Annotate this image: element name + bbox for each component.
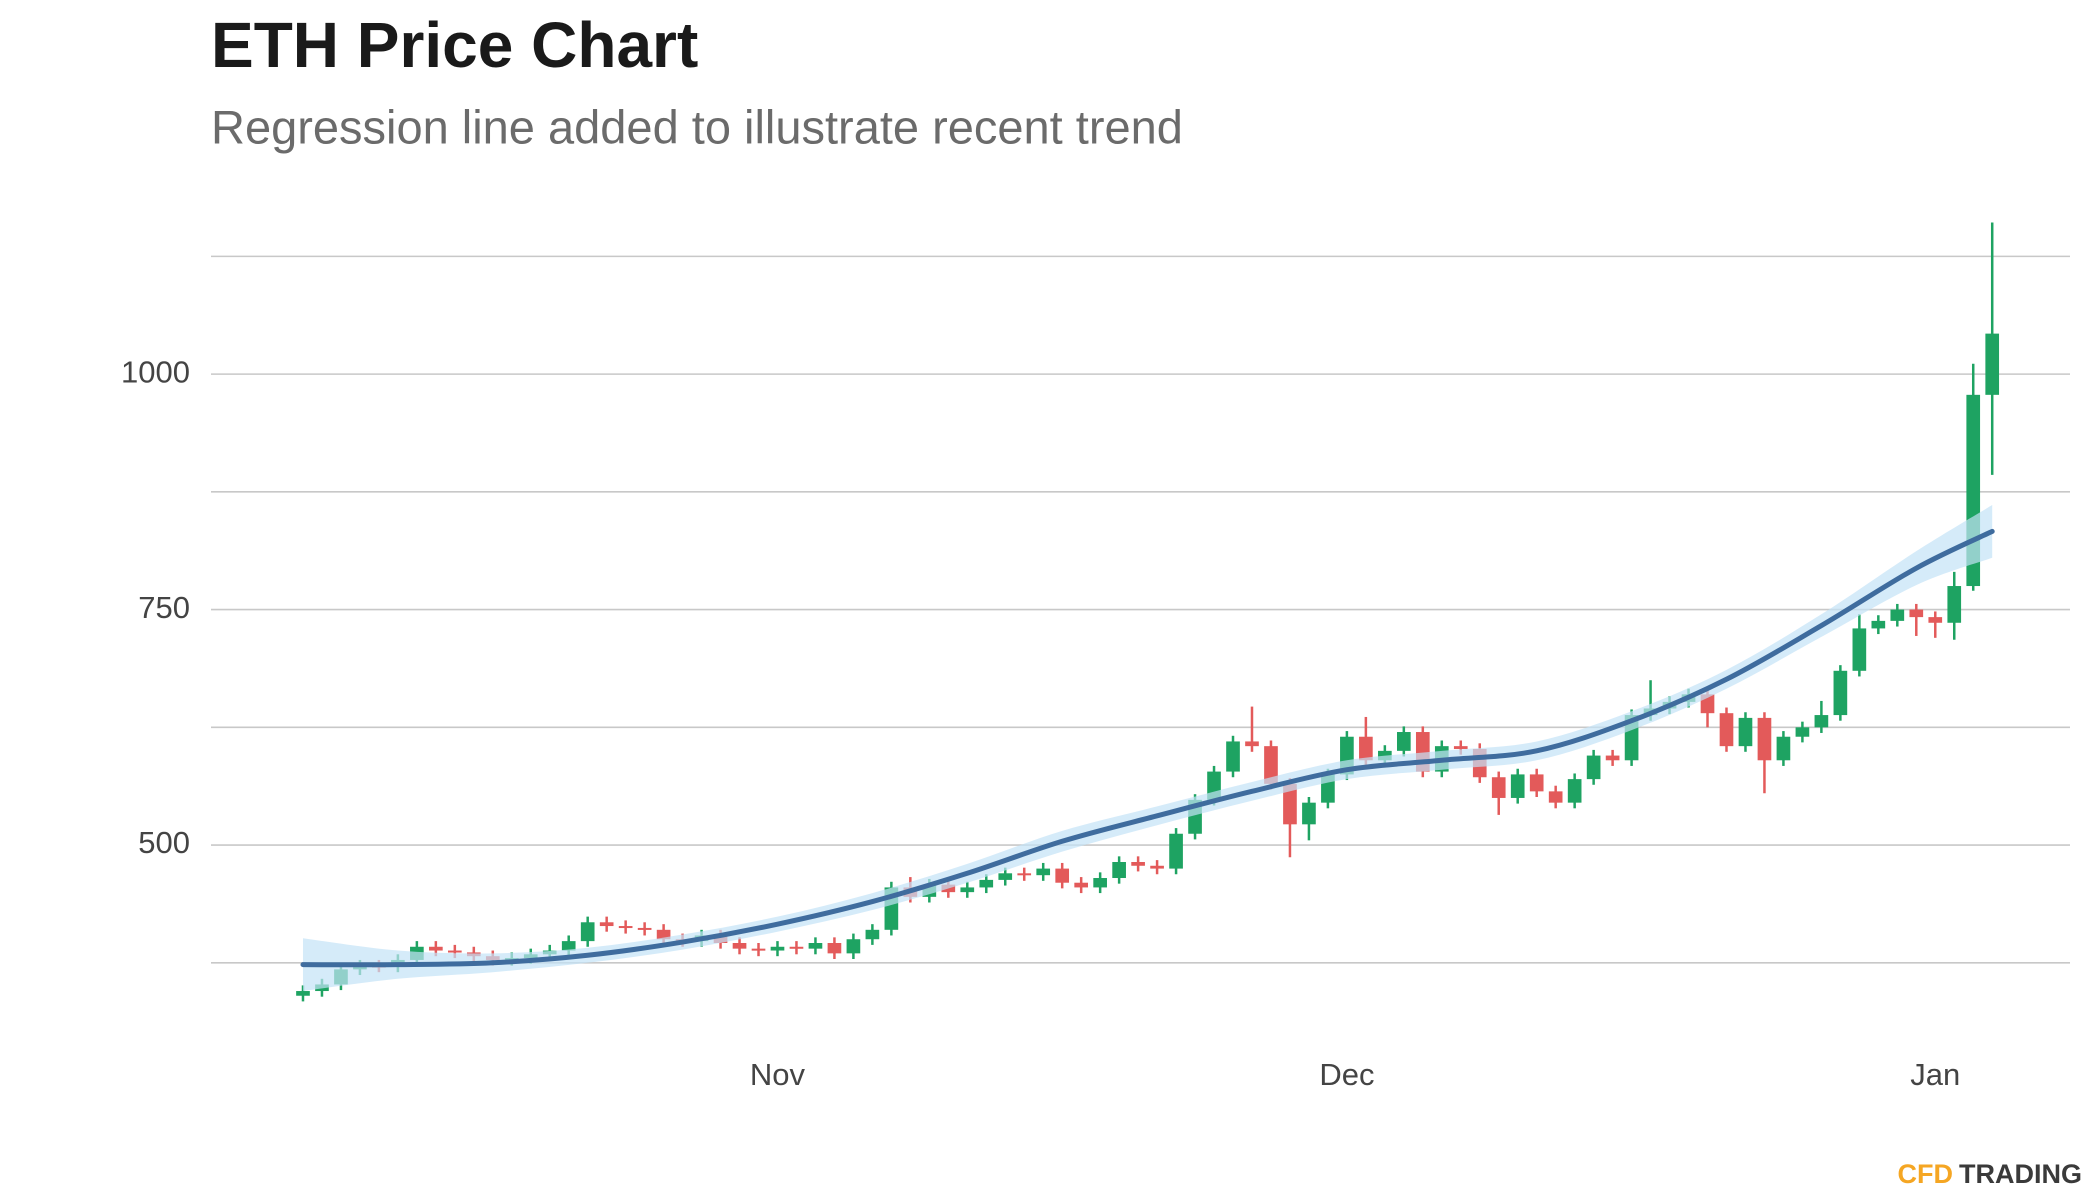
candle-body [1814, 715, 1829, 728]
candle-body [1396, 732, 1411, 751]
candle-body [1169, 833, 1183, 869]
candle-body [1491, 777, 1506, 798]
candle-body [1776, 736, 1791, 761]
candle-body [1131, 862, 1145, 866]
trend-band [302, 505, 1993, 992]
candle-body [447, 950, 462, 953]
candle-body [429, 946, 443, 951]
candle-body [1112, 862, 1126, 879]
candle-body [656, 929, 671, 940]
candle-body [580, 922, 595, 942]
candle-body [1226, 741, 1240, 772]
candle-body [1150, 865, 1164, 869]
candle-body [637, 927, 652, 930]
candle-body [618, 926, 633, 929]
candle-body [960, 887, 975, 893]
candle-body [1017, 873, 1032, 876]
candle-body [789, 946, 804, 949]
candle-body [1985, 333, 2000, 395]
trend-line [300, 528, 1995, 968]
candle-body [1074, 882, 1089, 888]
x-tick-label: Jan [1910, 1057, 1960, 1092]
candle-body [1264, 746, 1278, 784]
candle-body [1833, 670, 1848, 716]
candle-body [1548, 791, 1563, 803]
candle-body [732, 943, 747, 949]
candle-body [865, 929, 880, 940]
x-tick-label: Nov [750, 1057, 806, 1092]
y-tick-label: 500 [138, 825, 190, 860]
watermark-brand: CFD [1898, 1159, 1954, 1189]
candle-body [751, 948, 766, 951]
candle-body [1738, 717, 1753, 747]
candle-body [1757, 717, 1772, 761]
candle-body [296, 991, 310, 996]
candle-body [1245, 741, 1259, 747]
candle-body [1510, 774, 1525, 798]
candle-body [827, 943, 842, 954]
candle-body [1586, 755, 1601, 780]
candle-body [1871, 620, 1886, 629]
candle-body [1093, 878, 1107, 888]
candle-body [979, 879, 994, 888]
candle-body [1378, 750, 1392, 761]
watermark: CFD TRADING [1898, 1159, 2083, 1189]
y-tick-label: 750 [138, 590, 190, 625]
candle-body [770, 946, 785, 951]
candle-body [1567, 779, 1582, 803]
candle-body [1453, 746, 1468, 749]
candle-body [1719, 713, 1734, 747]
candle-body [1036, 868, 1051, 876]
candle-body [1283, 783, 1297, 825]
candle-body [1795, 727, 1810, 737]
candle-body [561, 941, 576, 951]
candle-body [1359, 736, 1373, 761]
candle-body [808, 943, 823, 949]
x-tick-label: Dec [1319, 1057, 1374, 1092]
candle-body [1928, 617, 1943, 623]
candle-body [846, 939, 861, 954]
y-tick-label: 1000 [121, 354, 190, 389]
candle-body [1529, 774, 1544, 792]
chart-title: ETH Price Chart [211, 9, 698, 81]
candle-body [1055, 868, 1070, 883]
candle-body [1909, 609, 1924, 618]
candle-body [1890, 609, 1905, 621]
candle-body [998, 873, 1013, 880]
chart-subtitle: Regression line added to illustrate rece… [211, 100, 1183, 153]
candle-body [1302, 802, 1316, 825]
candle-body [1605, 755, 1620, 761]
candle-body [1947, 586, 1962, 623]
watermark-rest: TRADING [1959, 1159, 2082, 1189]
candle-body [599, 922, 614, 927]
candle-body [1852, 628, 1867, 671]
